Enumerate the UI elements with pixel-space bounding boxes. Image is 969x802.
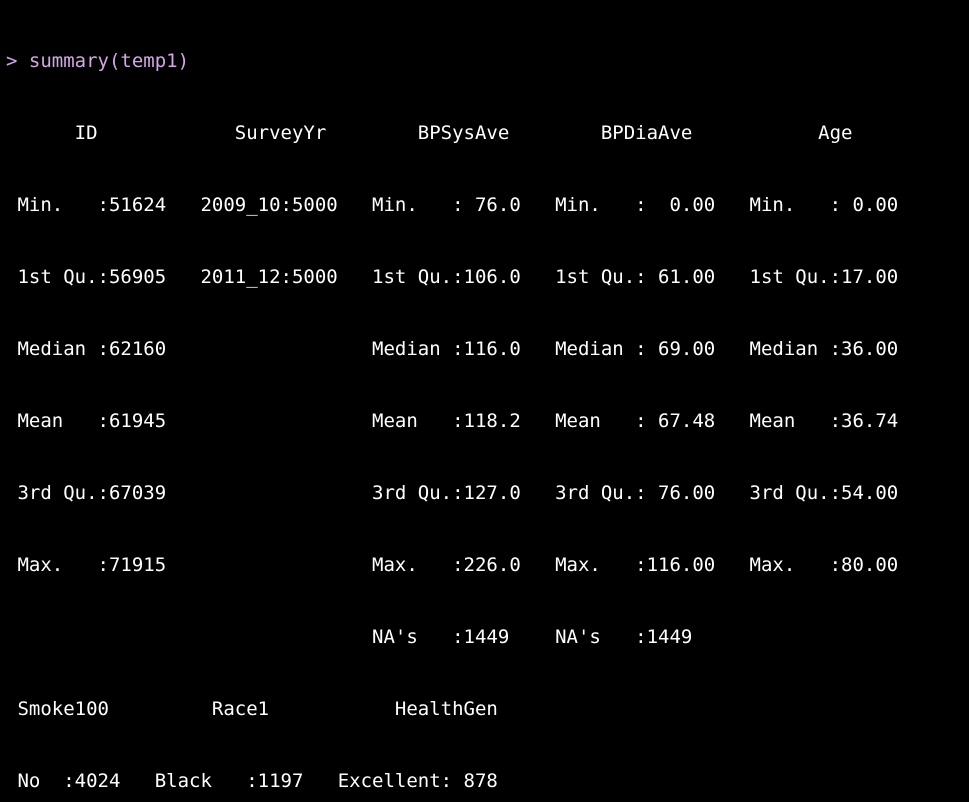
command-line: > summary(temp1): [6, 49, 969, 73]
output-line: NA's :1449 NA's :1449: [6, 626, 922, 648]
output-line: 3rd Qu.:67039 3rd Qu.:127.0 3rd Qu.: 76.…: [6, 482, 922, 504]
output-line: No :4024 Black :1197 Excellent: 878: [6, 770, 521, 792]
output-line: Median :62160 Median :116.0 Median : 69.…: [6, 338, 922, 360]
output-line: Max. :71915 Max. :226.0 Max. :116.00 Max…: [6, 554, 922, 576]
output-line: Min. :51624 2009_10:5000 Min. : 76.0 Min…: [6, 194, 922, 216]
output-line: Mean :61945 Mean :118.2 Mean : 67.48 Mea…: [6, 410, 922, 432]
output-line: ID SurveyYr BPSysAve BPDiaAve Age: [6, 122, 933, 144]
prompt-symbol: >: [6, 50, 18, 72]
command-text: summary(temp1): [28, 50, 190, 72]
output-line: Smoke100 Race1 HealthGen: [6, 698, 544, 720]
output-line: 1st Qu.:56905 2011_12:5000 1st Qu.:106.0…: [6, 266, 922, 288]
